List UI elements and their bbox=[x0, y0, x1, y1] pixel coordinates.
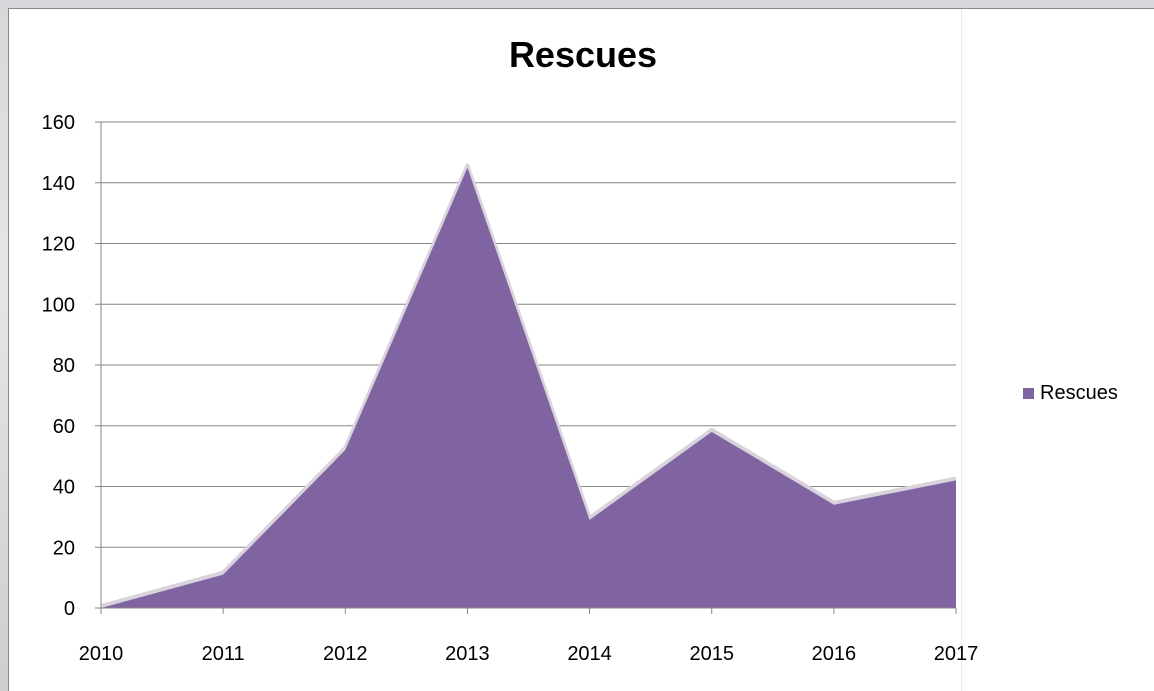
y-tick-label: 100 bbox=[42, 294, 75, 316]
y-tick-label: 80 bbox=[53, 355, 75, 377]
y-tick-label: 40 bbox=[53, 477, 75, 499]
legend: Rescues bbox=[1023, 382, 1118, 405]
y-tick-label: 160 bbox=[42, 112, 75, 134]
x-tick-label: 2013 bbox=[445, 643, 490, 665]
series-area-highlight bbox=[100, 163, 957, 608]
x-tick-label: 2015 bbox=[689, 643, 734, 665]
x-tick-label: 2016 bbox=[812, 643, 857, 665]
x-tick-label: 2014 bbox=[567, 643, 612, 665]
x-tick-label: 2017 bbox=[934, 643, 979, 665]
y-tick-label: 20 bbox=[53, 537, 75, 559]
x-tick-label: 2012 bbox=[323, 643, 368, 665]
series-area-rescues bbox=[101, 167, 956, 608]
legend-label: Rescues bbox=[1040, 382, 1118, 404]
y-tick-label: 120 bbox=[42, 234, 75, 256]
y-tick-label: 0 bbox=[64, 598, 75, 620]
y-tick-label: 60 bbox=[53, 416, 75, 438]
y-tick-label: 140 bbox=[42, 173, 75, 195]
plot-area-divider bbox=[961, 9, 962, 691]
series-area-group bbox=[100, 163, 957, 608]
axes bbox=[95, 122, 957, 614]
legend-swatch bbox=[1023, 388, 1034, 399]
chart-title: Rescues bbox=[508, 34, 658, 75]
x-tick-label: 2010 bbox=[79, 643, 124, 665]
x-tick-label: 2011 bbox=[202, 643, 245, 665]
tick-labels: 0 20 40 60 80 100 120 140 160 2010 2011 2012 2013 201… bbox=[42, 112, 979, 665]
